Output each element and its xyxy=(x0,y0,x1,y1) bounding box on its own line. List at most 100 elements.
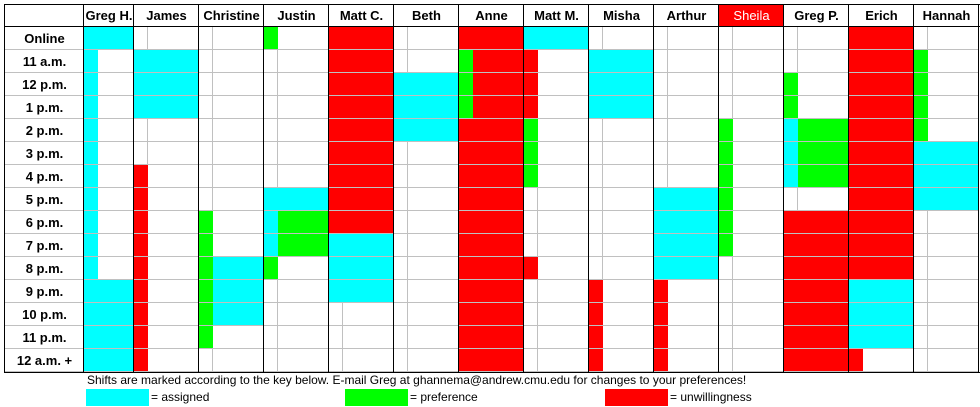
shift-cell-strip[interactable] xyxy=(199,50,213,73)
shift-cell-strip[interactable] xyxy=(394,96,408,119)
shift-cell-strip[interactable] xyxy=(199,142,213,165)
shift-cell-strip[interactable] xyxy=(459,280,473,303)
shift-cell-strip[interactable] xyxy=(914,188,928,211)
shift-cell-strip[interactable] xyxy=(199,119,213,142)
shift-cell-strip[interactable] xyxy=(589,27,603,50)
shift-cell-strip[interactable] xyxy=(134,142,148,165)
shift-cell-strip[interactable] xyxy=(264,188,278,211)
shift-cell-strip[interactable] xyxy=(199,326,213,349)
shift-cell-strip[interactable] xyxy=(134,188,148,211)
shift-cell-strip[interactable] xyxy=(849,27,863,50)
shift-cell-strip[interactable] xyxy=(849,96,863,119)
shift-cell[interactable] xyxy=(603,96,654,119)
column-header[interactable]: Erich xyxy=(849,5,914,27)
shift-cell[interactable] xyxy=(668,119,719,142)
shift-cell-strip[interactable] xyxy=(394,234,408,257)
shift-cell-strip[interactable] xyxy=(459,188,473,211)
shift-cell-strip[interactable] xyxy=(914,73,928,96)
shift-cell[interactable] xyxy=(343,303,394,326)
shift-cell[interactable] xyxy=(928,234,979,257)
shift-cell-strip[interactable] xyxy=(784,119,798,142)
shift-cell-strip[interactable] xyxy=(654,27,668,50)
shift-cell[interactable] xyxy=(798,326,849,349)
shift-cell[interactable] xyxy=(213,211,264,234)
shift-cell-strip[interactable] xyxy=(329,96,343,119)
shift-cell[interactable] xyxy=(148,96,199,119)
shift-cell-strip[interactable] xyxy=(264,50,278,73)
shift-cell[interactable] xyxy=(278,303,329,326)
shift-cell-strip[interactable] xyxy=(459,50,473,73)
shift-cell[interactable] xyxy=(473,303,524,326)
shift-cell[interactable] xyxy=(408,96,459,119)
shift-cell[interactable] xyxy=(148,165,199,188)
shift-cell[interactable] xyxy=(538,257,589,280)
shift-cell-strip[interactable] xyxy=(524,211,538,234)
shift-cell-strip[interactable] xyxy=(719,211,733,234)
shift-cell-strip[interactable] xyxy=(524,280,538,303)
shift-cell[interactable] xyxy=(733,73,784,96)
shift-cell-strip[interactable] xyxy=(394,119,408,142)
shift-cell-strip[interactable] xyxy=(394,165,408,188)
shift-cell[interactable] xyxy=(213,280,264,303)
shift-cell-strip[interactable] xyxy=(914,142,928,165)
shift-cell[interactable] xyxy=(863,50,914,73)
shift-cell-strip[interactable] xyxy=(654,234,668,257)
shift-cell-strip[interactable] xyxy=(84,188,98,211)
shift-cell[interactable] xyxy=(473,211,524,234)
shift-cell[interactable] xyxy=(213,27,264,50)
shift-cell-strip[interactable] xyxy=(134,73,148,96)
shift-cell[interactable] xyxy=(408,326,459,349)
shift-cell[interactable] xyxy=(343,142,394,165)
shift-cell-strip[interactable] xyxy=(264,349,278,372)
shift-cell[interactable] xyxy=(863,234,914,257)
column-header[interactable]: Sheila xyxy=(719,5,784,27)
shift-cell[interactable] xyxy=(603,119,654,142)
shift-cell[interactable] xyxy=(148,119,199,142)
shift-cell-strip[interactable] xyxy=(394,188,408,211)
shift-cell-strip[interactable] xyxy=(849,188,863,211)
shift-cell[interactable] xyxy=(928,119,979,142)
shift-cell-strip[interactable] xyxy=(264,165,278,188)
shift-cell-strip[interactable] xyxy=(719,326,733,349)
shift-cell-strip[interactable] xyxy=(264,234,278,257)
shift-cell-strip[interactable] xyxy=(784,142,798,165)
shift-cell-strip[interactable] xyxy=(84,303,98,326)
shift-cell-strip[interactable] xyxy=(459,142,473,165)
shift-cell[interactable] xyxy=(798,211,849,234)
shift-cell[interactable] xyxy=(98,50,134,73)
shift-cell-strip[interactable] xyxy=(264,27,278,50)
shift-cell[interactable] xyxy=(668,257,719,280)
shift-cell[interactable] xyxy=(798,119,849,142)
shift-cell-strip[interactable] xyxy=(719,303,733,326)
column-header[interactable]: Greg P. xyxy=(784,5,849,27)
shift-cell-strip[interactable] xyxy=(524,257,538,280)
shift-cell-strip[interactable] xyxy=(784,73,798,96)
shift-cell[interactable] xyxy=(473,96,524,119)
shift-cell[interactable] xyxy=(603,349,654,372)
shift-cell[interactable] xyxy=(278,188,329,211)
shift-cell[interactable] xyxy=(668,188,719,211)
shift-cell[interactable] xyxy=(928,257,979,280)
shift-cell-strip[interactable] xyxy=(459,119,473,142)
shift-cell-strip[interactable] xyxy=(84,73,98,96)
shift-cell-strip[interactable] xyxy=(589,73,603,96)
shift-cell[interactable] xyxy=(538,211,589,234)
shift-cell-strip[interactable] xyxy=(199,73,213,96)
shift-cell[interactable] xyxy=(213,50,264,73)
shift-cell-strip[interactable] xyxy=(654,119,668,142)
shift-cell[interactable] xyxy=(668,326,719,349)
shift-cell[interactable] xyxy=(733,280,784,303)
shift-cell-strip[interactable] xyxy=(654,165,668,188)
shift-cell-strip[interactable] xyxy=(134,280,148,303)
shift-cell-strip[interactable] xyxy=(849,211,863,234)
shift-cell-strip[interactable] xyxy=(914,303,928,326)
shift-cell[interactable] xyxy=(278,119,329,142)
shift-cell[interactable] xyxy=(148,188,199,211)
shift-cell[interactable] xyxy=(473,234,524,257)
shift-cell-strip[interactable] xyxy=(134,50,148,73)
shift-cell-strip[interactable] xyxy=(264,303,278,326)
shift-cell[interactable] xyxy=(473,142,524,165)
shift-cell-strip[interactable] xyxy=(459,349,473,372)
shift-cell[interactable] xyxy=(538,349,589,372)
shift-cell[interactable] xyxy=(733,142,784,165)
